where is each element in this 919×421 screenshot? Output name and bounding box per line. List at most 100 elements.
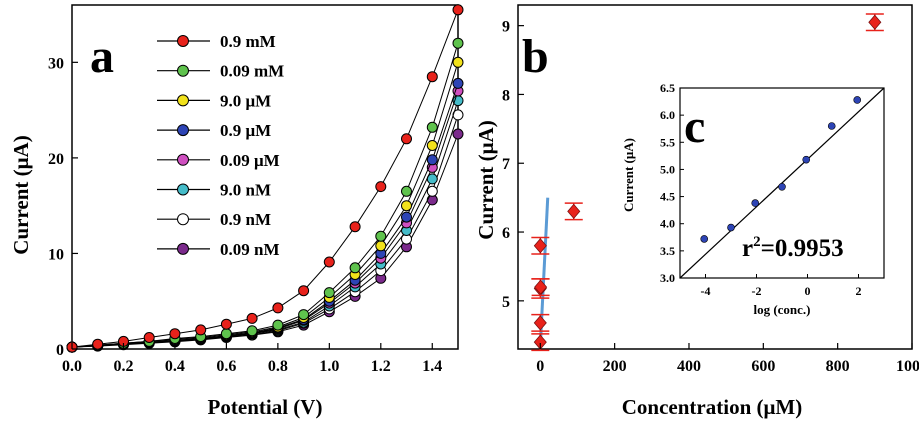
- point-marker: [533, 238, 547, 254]
- data-point-4: [531, 278, 550, 297]
- panel-c-plot-frame: [679, 87, 885, 279]
- y-tick-label: 10: [48, 246, 64, 263]
- series-0-point: [246, 312, 258, 324]
- series-0-point: [375, 181, 387, 193]
- panel-c-y-ticks: 3.0 3.5 4.0 4.5 5.0 5.5 6.0 6.5: [660, 81, 684, 285]
- legend-swatch-marker: [177, 35, 189, 47]
- x-tick-label: 1.0: [319, 358, 339, 375]
- series-0-point: [220, 318, 232, 330]
- y-tick-label: 4.0: [660, 217, 675, 231]
- data-point-6: [853, 96, 862, 104]
- data-point-1: [727, 223, 735, 232]
- panel-c-x-label: log (conc.): [753, 302, 810, 317]
- panel-b-y-label: Current (μA): [474, 120, 498, 239]
- series-0-point: [143, 332, 155, 343]
- panel-b-plot-frame: [517, 4, 913, 350]
- legend-swatch-marker: [177, 242, 189, 255]
- y-tick-label: 9: [502, 19, 510, 36]
- y-tick-label: 3.0: [660, 271, 675, 285]
- series-0-point: [349, 221, 361, 233]
- x-tick-label: 0.2: [113, 358, 133, 375]
- panel-a-y-ticks: 0 10 20 30: [48, 55, 78, 359]
- series-1-point: [272, 319, 284, 331]
- x-tick-label: 0.0: [62, 358, 82, 375]
- legend-label: 0.09 nM: [220, 240, 280, 259]
- series-1-point: [452, 37, 464, 49]
- y-tick-label: 7: [502, 156, 510, 173]
- legend-label: 9.0 nM: [220, 181, 271, 200]
- x-tick-label: 1.2: [371, 358, 391, 375]
- panel-b-x-label: Concentration (μM): [622, 395, 802, 419]
- legend-swatch-marker: [177, 183, 189, 196]
- point-marker: [533, 315, 547, 331]
- panel-a-legend: 0.9 mM 0.09 mM 9.0 μM 0.9 μM 0.09 μM 9.0 nM 0.…: [157, 32, 284, 259]
- y-tick-label: 6: [502, 225, 510, 242]
- point-marker: [868, 14, 882, 30]
- legend-swatch-marker: [177, 213, 189, 226]
- legend-label: 0.9 nM: [220, 210, 271, 229]
- data-point-1: [531, 313, 550, 332]
- legend-item-1: 0.09 mM: [157, 62, 284, 81]
- x-tick-label: 400: [677, 358, 701, 375]
- series-0-point: [195, 324, 207, 336]
- panel-c-fit-line-group: [679, 87, 885, 279]
- data-point-2: [751, 199, 760, 207]
- panel-a-letter: a: [90, 30, 114, 83]
- panel-a-line-chart: 0.9 mM 0.09 mM 9.0 μM 0.9 μM 0.09 μM 9.0 nM 0.…: [9, 4, 464, 419]
- x-tick-label: 800: [826, 358, 850, 375]
- data-point-5: [564, 202, 583, 221]
- y-tick-label: 3.5: [660, 244, 675, 258]
- y-tick-label: 8: [502, 87, 510, 104]
- data-point-0: [700, 235, 709, 243]
- panel-c-letter: c: [684, 100, 705, 153]
- series-0-point: [452, 4, 464, 16]
- data-point-3: [531, 236, 550, 255]
- data-point-5: [827, 122, 836, 130]
- series-1-point: [401, 185, 412, 197]
- y-tick-label: 6.0: [660, 108, 675, 122]
- data-point-3: [778, 183, 786, 191]
- legend-swatch-marker: [177, 94, 189, 107]
- series-2-point: [401, 200, 412, 212]
- series-3-point: [426, 154, 438, 166]
- point-marker: [567, 203, 581, 220]
- series-1-point: [375, 230, 387, 242]
- x-tick-label: -4: [701, 284, 711, 298]
- panel-a-x-label: Potential (V): [208, 395, 323, 419]
- y-tick-label: 5.5: [660, 135, 675, 149]
- x-tick-label: -2: [752, 284, 762, 298]
- panel-c-inset-chart: -4 -2 0 2 3.0 3.5 4.0 4.5 5.0 5.5 6.0 6.5 c log (c…: [621, 81, 885, 317]
- legend-item-3: 0.9 μM: [157, 121, 271, 140]
- legend-item-6: 0.9 nM: [157, 210, 271, 229]
- x-tick-label: 600: [751, 358, 775, 375]
- series-1-point: [323, 287, 335, 299]
- series-0: [66, 4, 464, 353]
- series-0-point: [298, 285, 310, 297]
- y-tick-label: 5: [502, 294, 510, 311]
- r2-value: =0.9953: [761, 235, 844, 262]
- legend-item-0: 0.9 mM: [157, 32, 276, 51]
- panel-c-points-group: [700, 96, 862, 243]
- x-tick-label: 2: [856, 284, 862, 298]
- x-tick-label: 200: [603, 358, 627, 375]
- legend-swatch-marker: [177, 124, 189, 137]
- series-3-point: [452, 77, 464, 89]
- panel-c-x-ticks: -4 -2 0 2: [701, 274, 862, 298]
- legend-label: 9.0 μM: [220, 91, 271, 110]
- y-tick-label: 5.0: [660, 162, 675, 176]
- legend-swatch-marker: [177, 64, 189, 77]
- panel-a-plot-frame: [71, 4, 459, 350]
- legend-label: 0.09 μM: [220, 151, 280, 170]
- panel-b-points-group: [531, 13, 884, 352]
- point-marker: [534, 279, 548, 295]
- series-line-3: [71, 83, 459, 348]
- r2-superscript: 2: [753, 234, 761, 250]
- panel-b-y-ticks: 5 6 7 8 9: [502, 19, 524, 311]
- series-2-point: [452, 56, 464, 68]
- x-tick-label: 0.4: [165, 358, 185, 375]
- point-marker: [533, 334, 547, 350]
- panel-c-r2-annotation: r2=0.9953: [742, 234, 844, 262]
- series-line-1: [71, 43, 459, 348]
- series-0-point: [169, 328, 181, 340]
